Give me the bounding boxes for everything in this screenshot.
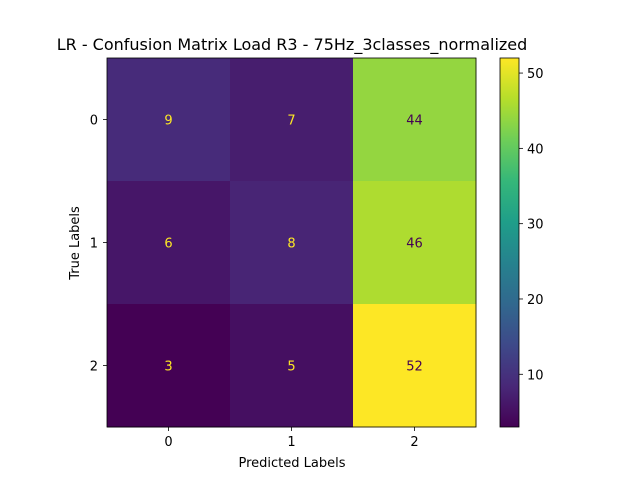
heatmap-cell-r2-c2 (353, 304, 477, 428)
y-tick-label: 2 (90, 360, 98, 375)
colorbar-tick-label: 40 (527, 142, 544, 157)
cell-value-label: 5 (287, 360, 295, 375)
heatmap-cell-r1-c2 (353, 181, 477, 305)
heatmap-cells (107, 58, 477, 428)
colorbar-tick-label: 20 (527, 293, 544, 308)
heatmap-cell-labels: 9 7 44 6 8 46 3 5 52 (164, 114, 422, 375)
cell-value-label: 44 (406, 114, 423, 129)
heatmap-cell-r0-c1 (230, 58, 354, 182)
x-tick-label: 0 (164, 435, 172, 450)
y-tick-label: 1 (90, 237, 98, 252)
cell-value-label: 52 (406, 360, 423, 375)
y-axis-label: True Labels (68, 206, 83, 281)
y-tick-label: 0 (90, 114, 98, 129)
x-axis-label: Predicted Labels (238, 456, 345, 471)
cell-value-label: 46 (406, 237, 423, 252)
colorbar-tick-label: 30 (527, 218, 544, 233)
heatmap-cell-r2-c1 (230, 304, 354, 428)
chart-title: LR - Confusion Matrix Load R3 - 75Hz_3cl… (57, 35, 528, 55)
y-axis-ticks: 0 1 2 (90, 114, 107, 375)
heatmap-cell-r1-c1 (230, 181, 354, 305)
colorbar-tick-label: 10 (527, 368, 544, 383)
cell-value-label: 9 (164, 114, 172, 129)
heatmap-cell-r1-c0 (107, 181, 231, 305)
heatmap-cell-r0-c0 (107, 58, 231, 182)
heatmap-cell-r2-c0 (107, 304, 231, 428)
x-tick-label: 1 (287, 435, 295, 450)
cell-value-label: 6 (164, 237, 172, 252)
cell-value-label: 7 (287, 114, 295, 129)
heatmap-cell-r0-c2 (353, 58, 477, 182)
cell-value-label: 8 (287, 237, 295, 252)
cell-value-label: 3 (164, 360, 172, 375)
colorbar-tick-label: 50 (527, 67, 544, 82)
x-axis-ticks: 0 1 2 (164, 427, 419, 450)
x-tick-label: 2 (410, 435, 418, 450)
colorbar (499, 57, 520, 428)
colorbar-ticks: 10 20 30 40 50 (519, 67, 544, 383)
